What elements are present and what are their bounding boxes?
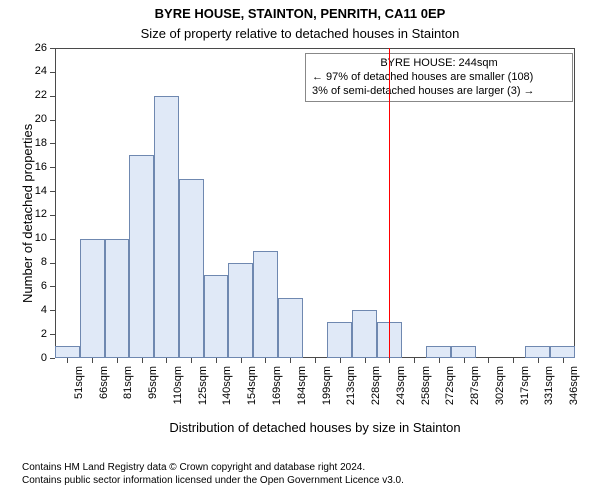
histogram-bar — [426, 346, 451, 358]
y-tick-label: 16 — [17, 161, 47, 173]
y-tick-mark — [50, 143, 55, 144]
x-tick-label: 228sqm — [370, 366, 382, 426]
attribution-line: Contains public sector information licen… — [22, 475, 404, 488]
x-tick-mark — [389, 358, 390, 363]
x-tick-label: 213sqm — [345, 366, 357, 426]
x-tick-label: 258sqm — [420, 366, 432, 426]
histogram-bar — [550, 346, 575, 358]
x-tick-mark — [464, 358, 465, 363]
y-tick-label: 14 — [17, 185, 47, 197]
annotation-line: ← 97% of detached houses are smaller (10… — [312, 71, 566, 85]
y-tick-mark — [50, 191, 55, 192]
y-tick-label: 0 — [17, 352, 47, 364]
histogram-bar — [154, 96, 179, 358]
x-tick-label: 346sqm — [568, 366, 580, 426]
x-tick-label: 110sqm — [172, 366, 184, 426]
x-tick-mark — [563, 358, 564, 363]
x-tick-label: 272sqm — [444, 366, 456, 426]
annotation-line: 3% of semi-detached houses are larger (3… — [312, 85, 566, 99]
x-tick-mark — [67, 358, 68, 363]
x-tick-mark — [488, 358, 489, 363]
chart-title-sub: Size of property relative to detached ho… — [0, 26, 600, 41]
x-tick-label: 199sqm — [321, 366, 333, 426]
y-tick-label: 10 — [17, 232, 47, 244]
annotation-box: BYRE HOUSE: 244sqm← 97% of detached hous… — [305, 53, 573, 102]
x-tick-label: 287sqm — [469, 366, 481, 426]
histogram-bar — [278, 298, 303, 358]
histogram-bar — [204, 275, 229, 358]
x-tick-mark — [290, 358, 291, 363]
histogram-bar — [525, 346, 550, 358]
x-tick-label: 140sqm — [221, 366, 233, 426]
attribution-line: Contains HM Land Registry data © Crown c… — [22, 462, 404, 475]
x-tick-mark — [117, 358, 118, 363]
x-tick-mark — [241, 358, 242, 363]
x-tick-label: 169sqm — [271, 366, 283, 426]
y-tick-mark — [50, 263, 55, 264]
y-tick-mark — [50, 358, 55, 359]
x-tick-mark — [315, 358, 316, 363]
histogram-bar — [327, 322, 352, 358]
y-tick-label: 18 — [17, 137, 47, 149]
x-tick-label: 331sqm — [543, 366, 555, 426]
y-tick-label: 8 — [17, 256, 47, 268]
histogram-bar — [352, 310, 377, 358]
y-tick-label: 6 — [17, 280, 47, 292]
y-tick-mark — [50, 48, 55, 49]
x-tick-mark — [439, 358, 440, 363]
x-tick-label: 243sqm — [395, 366, 407, 426]
y-tick-label: 26 — [17, 42, 47, 54]
x-tick-mark — [340, 358, 341, 363]
y-tick-mark — [50, 310, 55, 311]
histogram-bar — [228, 263, 253, 358]
y-tick-mark — [50, 239, 55, 240]
y-tick-mark — [50, 334, 55, 335]
histogram-bar — [253, 251, 278, 358]
x-tick-mark — [142, 358, 143, 363]
x-tick-mark — [538, 358, 539, 363]
histogram-bar — [105, 239, 130, 358]
reference-line — [389, 48, 390, 358]
x-tick-mark — [414, 358, 415, 363]
y-tick-label: 24 — [17, 65, 47, 77]
histogram-bar — [129, 155, 154, 358]
x-tick-label: 154sqm — [246, 366, 258, 426]
histogram-bar — [80, 239, 105, 358]
x-tick-mark — [513, 358, 514, 363]
y-tick-mark — [50, 286, 55, 287]
y-tick-mark — [50, 96, 55, 97]
x-tick-label: 81sqm — [122, 366, 134, 426]
y-tick-mark — [50, 215, 55, 216]
x-tick-mark — [166, 358, 167, 363]
x-tick-mark — [216, 358, 217, 363]
x-tick-label: 317sqm — [519, 366, 531, 426]
x-tick-mark — [365, 358, 366, 363]
x-tick-label: 302sqm — [494, 366, 506, 426]
x-tick-label: 125sqm — [197, 366, 209, 426]
y-tick-label: 20 — [17, 113, 47, 125]
x-tick-mark — [92, 358, 93, 363]
x-tick-label: 51sqm — [73, 366, 85, 426]
y-tick-label: 4 — [17, 304, 47, 316]
y-tick-label: 2 — [17, 328, 47, 340]
y-tick-mark — [50, 167, 55, 168]
x-tick-label: 66sqm — [98, 366, 110, 426]
x-tick-label: 95sqm — [147, 366, 159, 426]
chart-title-main: BYRE HOUSE, STAINTON, PENRITH, CA11 0EP — [0, 6, 600, 21]
y-tick-mark — [50, 120, 55, 121]
annotation-line: BYRE HOUSE: 244sqm — [312, 57, 566, 71]
y-tick-mark — [50, 72, 55, 73]
x-tick-label: 184sqm — [296, 366, 308, 426]
x-tick-mark — [191, 358, 192, 363]
x-tick-mark — [265, 358, 266, 363]
histogram-bar — [179, 179, 204, 358]
attribution-text: Contains HM Land Registry data © Crown c… — [22, 462, 404, 487]
chart-frame: BYRE HOUSE, STAINTON, PENRITH, CA11 0EP … — [0, 0, 600, 500]
y-tick-label: 22 — [17, 89, 47, 101]
histogram-bar — [451, 346, 476, 358]
y-tick-label: 12 — [17, 208, 47, 220]
histogram-bar — [55, 346, 80, 358]
